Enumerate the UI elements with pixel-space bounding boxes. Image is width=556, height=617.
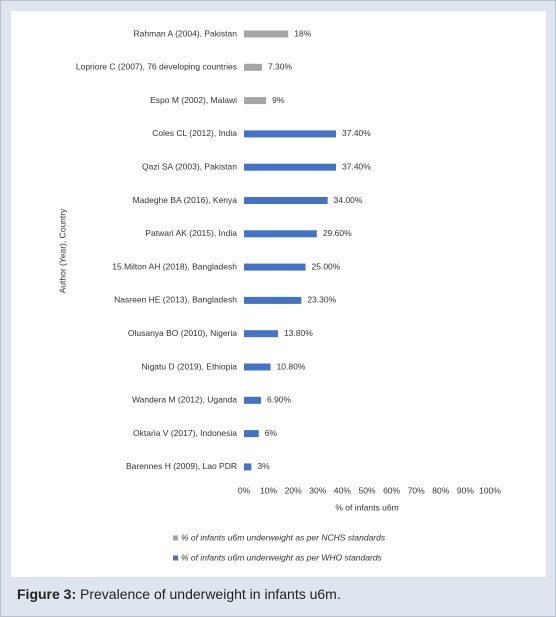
x-tick-label: 40%	[334, 485, 351, 495]
x-tick-label: 20%	[285, 485, 302, 495]
value-label: 29.60%	[323, 228, 352, 238]
caption-text: Prevalence of underweight in infants u6m…	[80, 586, 341, 602]
value-label: 37.40%	[342, 128, 371, 138]
y-tick-label: Qazi SA (2003), Pakistan	[142, 161, 237, 171]
bar	[244, 430, 259, 438]
x-axis-label: % of infants u6m	[335, 502, 398, 512]
y-tick-label: Nasreen HE (2013), Bangladesh	[114, 295, 237, 305]
value-label: 34.00%	[334, 195, 363, 205]
y-tick-label: Wandera M (2012), Uganda	[132, 395, 237, 405]
bar	[244, 163, 337, 171]
y-tick-label: Rahman A (2004), Pakistan	[134, 28, 238, 38]
bar	[244, 97, 267, 105]
y-axis-label: Author (Year), Country	[57, 208, 67, 293]
legend-swatch	[173, 555, 178, 561]
x-tick-label: 0%	[238, 485, 251, 495]
x-tick-label: 60%	[383, 485, 400, 495]
bar	[244, 63, 262, 71]
y-tick-label: Olusanya BO (2010), Nigeria	[128, 328, 237, 338]
caption: Figure 3: Prevalence of underweight in i…	[17, 586, 341, 602]
x-tick-label: 70%	[408, 485, 425, 495]
legend-label: % of infants u6m underweight as per NCHS…	[181, 532, 386, 542]
bar	[244, 230, 317, 238]
y-tick-label: Patwari AK (2015), India	[145, 228, 237, 238]
value-label: 23.30%	[307, 295, 336, 305]
legend-swatch	[173, 535, 178, 541]
y-tick-label: Madeghe BA (2016), Kenya	[133, 195, 238, 205]
value-label: 10.80%	[277, 361, 306, 371]
y-tick-label: Barennes H (2009), Lao PDR	[126, 461, 237, 471]
y-tick-label: 15.Milton AH (2018), Bangladesh	[112, 261, 237, 271]
legend-label: % of infants u6m underweight as per WHO …	[181, 552, 383, 562]
bar	[244, 463, 252, 471]
x-tick-label: 50%	[358, 485, 375, 495]
y-tick-label: Nigatu D (2019), Ethiopia	[142, 361, 238, 371]
y-tick-label: Espo M (2002), Malawi	[150, 95, 237, 105]
y-tick-label: Coles CL (2012), India	[152, 128, 237, 138]
value-label: 3%	[257, 461, 270, 471]
y-tick-label: Lopriore C (2007), 76 developing countri…	[76, 62, 237, 72]
x-tick-label: 30%	[309, 485, 326, 495]
value-label: 18%	[294, 28, 311, 38]
x-tick-label: 90%	[457, 485, 474, 495]
bar	[244, 363, 271, 371]
value-label: 6%	[265, 428, 278, 438]
bar	[244, 130, 337, 138]
value-label: 13.80%	[284, 328, 313, 338]
bar	[244, 30, 289, 38]
value-label: 7.30%	[268, 62, 293, 72]
value-label: 37.40%	[342, 161, 371, 171]
chart: Author (Year), Country % of infants u6m …	[11, 11, 546, 577]
x-tick-label: 100%	[479, 485, 501, 495]
bar	[244, 296, 302, 304]
value-label: 6.90%	[267, 395, 292, 405]
bar	[244, 330, 278, 338]
bar	[244, 263, 306, 271]
x-tick-label: 80%	[432, 485, 449, 495]
bar	[244, 197, 328, 204]
value-label: 25.00%	[312, 261, 341, 271]
value-label: 9%	[272, 95, 285, 105]
x-tick-label: 10%	[260, 485, 277, 495]
bar	[244, 396, 261, 404]
y-tick-label: Oktaria V (2017), Indonesia	[133, 428, 237, 438]
caption-label: Figure 3:	[17, 586, 77, 602]
